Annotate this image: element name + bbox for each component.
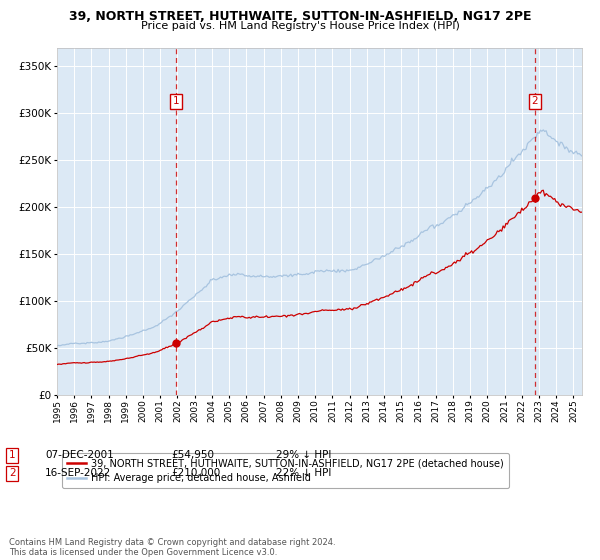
Text: 2: 2 (532, 96, 538, 106)
Text: £210,000: £210,000 (171, 468, 220, 478)
Text: 29% ↓ HPI: 29% ↓ HPI (276, 450, 331, 460)
Text: 2: 2 (9, 468, 16, 478)
Text: Price paid vs. HM Land Registry's House Price Index (HPI): Price paid vs. HM Land Registry's House … (140, 21, 460, 31)
Text: Contains HM Land Registry data © Crown copyright and database right 2024.
This d: Contains HM Land Registry data © Crown c… (9, 538, 335, 557)
Legend: 39, NORTH STREET, HUTHWAITE, SUTTON-IN-ASHFIELD, NG17 2PE (detached house), HPI:: 39, NORTH STREET, HUTHWAITE, SUTTON-IN-A… (62, 454, 509, 488)
Text: 16-SEP-2022: 16-SEP-2022 (45, 468, 111, 478)
Text: £54,950: £54,950 (171, 450, 214, 460)
Text: 07-DEC-2001: 07-DEC-2001 (45, 450, 114, 460)
Text: 39, NORTH STREET, HUTHWAITE, SUTTON-IN-ASHFIELD, NG17 2PE: 39, NORTH STREET, HUTHWAITE, SUTTON-IN-A… (69, 10, 531, 22)
Text: 22% ↓ HPI: 22% ↓ HPI (276, 468, 331, 478)
Text: 1: 1 (9, 450, 16, 460)
Text: 1: 1 (173, 96, 179, 106)
